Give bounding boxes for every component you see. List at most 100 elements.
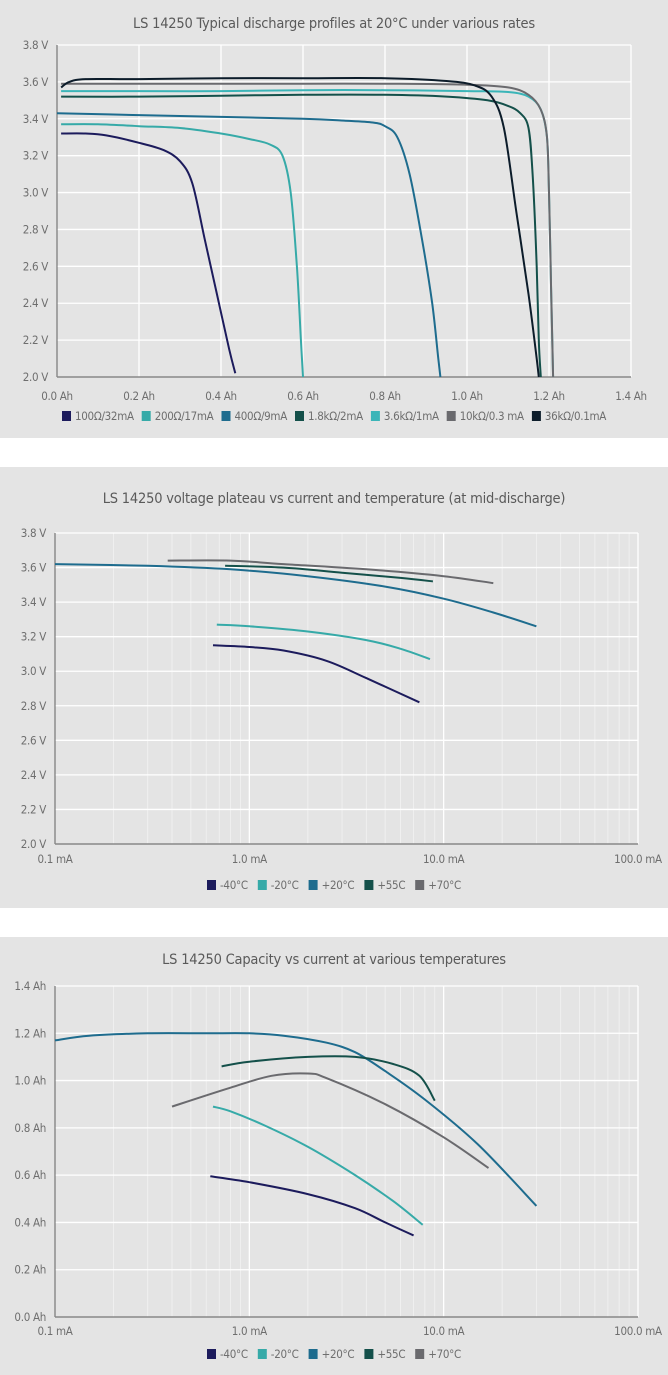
chart-panel-voltage-plateau: LS 14250 voltage plateau vs current and … [0,467,668,908]
y-tick-label: 3.2 V [21,630,47,644]
legend-label: 200Ω/17mA [155,409,214,423]
x-tick-label: 1.2 Ah [533,389,565,403]
legend-swatch [370,411,380,421]
legend-item: 200Ω/17mA [141,409,214,423]
series-line-70-c [167,559,494,585]
legend-label: -40°C [220,878,248,892]
chart-title: LS 14250 voltage plateau vs current and … [103,491,566,507]
y-tick-label: 3.0 V [21,664,47,678]
legend-item: +20°C [308,878,355,892]
legend-swatch [308,880,318,890]
x-tick-label: 1.0 mA [232,852,267,866]
chart-panel-discharge-profiles: LS 14250 Typical discharge profiles at 2… [0,0,668,438]
y-tick-label: 0.8 Ah [14,1121,46,1135]
legend-label: -20°C [271,878,299,892]
legend-label: 100Ω/32mA [75,409,134,423]
x-tick-label: 10.0 mA [423,1324,465,1338]
y-tick-label: 3.6 V [23,75,49,89]
y-tick-label: 2.4 V [23,296,49,310]
y-tick-label: 2.2 V [21,802,47,816]
series-line-55c [221,1055,436,1102]
legend: -40°C -20°C +20°C +55C +70°C [207,878,461,892]
legend-swatch [415,1349,425,1359]
legend-item: 36kΩ/0.1mA [531,409,607,423]
y-tick-label: 0.2 Ah [14,1263,46,1277]
x-tick-label: 1.4 Ah [615,389,647,403]
series-line-40-c [210,1175,415,1237]
legend-label: +20°C [322,1347,355,1361]
series-line-3-6k-1ma [61,89,555,378]
series-line-55c [225,564,434,583]
legend-swatch [207,1349,216,1359]
y-tick-label: 3.8 V [23,38,49,52]
legend-item: +70°C [415,1347,461,1361]
capacity-chart: LS 14250 Capacity vs current at various … [14,952,662,1361]
series-line-20-c [54,563,537,628]
legend-item: -40°C [207,878,248,892]
legend-swatch [364,1349,374,1359]
series-line-20-c [212,1105,424,1226]
y-tick-label: 3.2 V [23,149,49,163]
legend-label: +55C [377,878,405,892]
y-tick-label: 2.8 V [23,222,49,236]
legend-item: -40°C [207,1347,248,1361]
legend-swatch [141,411,151,421]
legend-item: 400Ω/9mA [221,409,288,423]
legend-swatch [531,411,541,421]
legend-item: +55C [364,1347,406,1361]
series-line-400-9ma [56,112,442,378]
y-tick-label: 0.0 Ah [14,1310,46,1324]
y-tick-label: 2.0 V [23,370,49,384]
legend-item: 100Ω/32mA [62,409,134,423]
legend-label: +70°C [428,878,461,892]
y-tick-label: 2.4 V [21,768,47,782]
y-tick-label: 1.4 Ah [14,979,46,993]
y-tick-label: 3.6 V [21,561,47,575]
series-line-100-32ma [61,132,237,374]
series-line-20-c [216,623,431,661]
series-line-200-17ma [61,123,304,378]
legend-label: 10kΩ/0.3 mA [460,409,524,423]
y-tick-label: 0.4 Ah [14,1215,46,1229]
y-tick-label: 2.0 V [21,837,47,851]
discharge-profiles-chart: LS 14250 Typical discharge profiles at 2… [23,16,647,423]
legend-item: -20°C [257,1347,299,1361]
legend-swatch [308,1349,318,1359]
legend-swatch [257,880,267,890]
x-tick-label: 10.0 mA [423,852,465,866]
legend-swatch [446,411,456,421]
chart-panel-capacity: LS 14250 Capacity vs current at various … [0,937,668,1375]
y-tick-label: 2.6 V [23,259,49,273]
y-tick-label: 3.4 V [21,595,47,609]
chart-title: LS 14250 Typical discharge profiles at 2… [133,16,535,32]
legend-item: +55C [364,878,406,892]
legend-label: 400Ω/9mA [235,409,288,423]
voltage-plateau-chart: LS 14250 voltage plateau vs current and … [21,491,663,892]
legend-label: +55C [377,1347,405,1361]
y-tick-label: 2.2 V [23,333,49,347]
x-tick-label: 0.4 Ah [205,389,237,403]
y-tick-label: 3.4 V [23,112,49,126]
x-tick-label: 1.0 mA [232,1324,267,1338]
x-tick-label: 1.0 Ah [451,389,483,403]
legend-swatch [257,1349,267,1359]
legend-item: 3.6kΩ/1mA [370,409,439,423]
y-tick-label: 2.6 V [21,733,47,747]
x-tick-label: 0.1 mA [37,852,72,866]
legend-swatch [62,411,71,421]
y-tick-label: 3.0 V [23,186,49,200]
legend-label: -20°C [271,1347,299,1361]
legend-swatch [364,880,374,890]
x-tick-label: 0.6 Ah [287,389,319,403]
legend-swatch [221,411,231,421]
chart-title: LS 14250 Capacity vs current at various … [162,952,506,968]
legend-swatch [295,411,304,421]
series-line-40-c [212,644,420,704]
y-tick-label: 2.8 V [21,699,47,713]
x-tick-label: 0.8 Ah [369,389,401,403]
y-tick-label: 1.0 Ah [14,1074,46,1088]
legend-label: +20°C [322,878,355,892]
legend-item: +20°C [308,1347,355,1361]
y-tick-label: 0.6 Ah [14,1168,46,1182]
y-tick-label: 1.2 Ah [14,1026,46,1040]
